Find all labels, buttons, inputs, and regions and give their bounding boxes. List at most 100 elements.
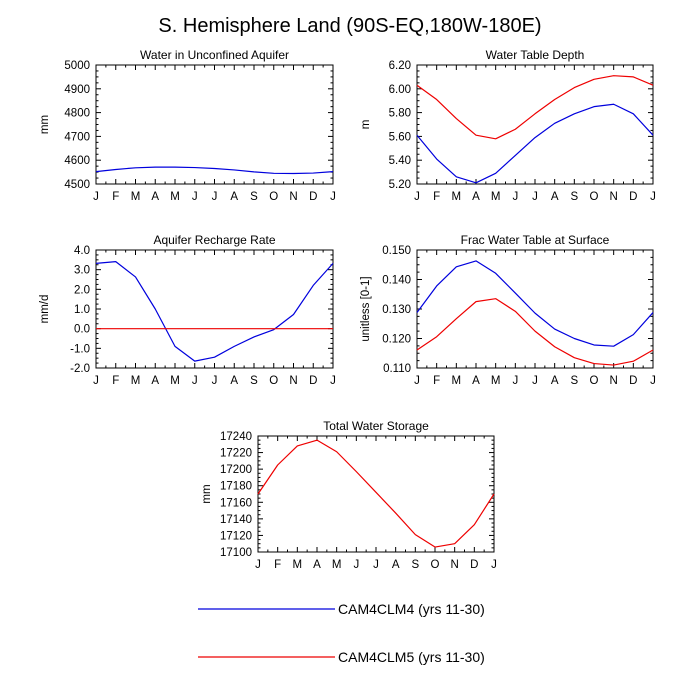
panel-water-in-unconfined-aquifer-xtick-label: S [250,191,258,203]
figure-title: S. Hemisphere Land (90S-EQ,180W-180E) [158,15,541,37]
panel-frac-water-table-at-surface-xtick-label: A [551,375,559,387]
panel-aquifer-recharge-rate-xtick-label: M [131,375,141,387]
panel-total-water-storage-ytick-label: 17100 [220,547,252,559]
panel-total-water-storage-xtick-label: S [411,559,419,571]
panel-total-water-storage-xtick-label: D [470,559,478,571]
panel-water-in-unconfined-aquifer-xtick-label: M [170,191,180,203]
panel-frac-water-table-at-surface-title: Frac Water Table at Surface [461,233,610,247]
panel-frac-water-table-at-surface-xtick-label: D [629,375,637,387]
panel-total-water-storage-xtick-label: N [451,559,459,571]
panel-total-water-storage-xtick-label: A [392,559,400,571]
panel-water-in-unconfined-aquifer-title: Water in Unconfined Aquifer [140,48,289,62]
panel-frac-water-table-at-surface-series-cam4clm5-yrs-11-30 [416,298,654,366]
panel-frac-water-table-at-surface-xtick-label: M [452,375,462,387]
panel-total-water-storage-xtick-label: O [431,559,440,571]
panel-total-water-storage-xtick-label: J [373,559,379,571]
panel-water-in-unconfined-aquifer-xtick-label: N [289,191,297,203]
panel-aquifer-recharge-rate-xtick-label: J [330,375,336,387]
panel-frac-water-table-at-surface-ytick-label: 0.120 [382,334,411,346]
panel-water-table-depth-xtick-label: J [512,191,518,203]
panel-water-in-unconfined-aquifer-series-cam4clm4-yrs-11-30 [95,166,334,175]
panel-aquifer-recharge-rate-ytick-label: 2.0 [74,284,90,296]
panel-water-in-unconfined-aquifer-ytick-label: 4500 [64,179,90,191]
panel-total-water-storage-ytick-label: 17240 [220,431,252,443]
panel-frac-water-table-at-surface-ytick-label: 0.150 [382,245,411,257]
panel-frac-water-table-at-surface-xtick-label: M [491,375,501,387]
panel-total-water-storage-ytick-label: 17200 [220,464,252,476]
panel-aquifer-recharge-rate-xtick-label: J [93,375,99,387]
panel-water-table-depth-ytick-label: 5.80 [389,108,411,120]
panel-frac-water-table-at-surface-xtick-label: J [512,375,518,387]
panel-water-in-unconfined-aquifer-xtick-label: A [151,191,159,203]
panel-aquifer-recharge-rate-xtick-label: O [269,375,278,387]
panel-water-in-unconfined-aquifer-frame [95,64,334,185]
panel-water-in-unconfined-aquifer-xtick-label: J [192,191,198,203]
panel-water-table-depth-xtick-label: O [590,191,599,203]
panel-water-table-depth-xtick-label: N [610,191,618,203]
panel-water-table-depth-series-cam4clm4-yrs-11-30 [416,103,654,184]
panel-frac-water-table-at-surface-ytick-label: 0.130 [382,304,411,316]
panel-total-water-storage-xtick-label: F [274,559,281,571]
panel-water-table-depth-xtick-label: M [491,191,501,203]
panel-water-in-unconfined-aquifer-xtick-label: A [230,191,238,203]
panel-total-water-storage-ytick-label: 17120 [220,530,252,542]
panel-water-table-depth-xtick-label: J [532,191,538,203]
panel-water-in-unconfined-aquifer-xtick-label: D [309,191,317,203]
panel-total-water-storage-xtick-label: J [353,559,359,571]
panel-water-table-depth-series-cam4clm5-yrs-11-30 [416,75,654,140]
panel-frac-water-table-at-surface-xtick-label: F [433,375,440,387]
panel-aquifer-recharge-rate-xtick-label: F [112,375,119,387]
panel-aquifer-recharge-rate-xtick-label: M [170,375,180,387]
panel-water-in-unconfined-aquifer-xtick-label: M [131,191,141,203]
panel-aquifer-recharge-rate-xtick-label: A [151,375,159,387]
panel-water-table-depth-xtick-label: M [452,191,462,203]
panel-total-water-storage-xtick-label: J [491,559,497,571]
legend-label-cam4clm5: CAM4CLM5 (yrs 11-30) [338,649,485,665]
panel-total-water-storage-title: Total Water Storage [323,419,429,433]
panel-aquifer-recharge-rate-xtick-label: A [230,375,238,387]
panel-water-in-unconfined-aquifer-ytick-label: 5000 [64,60,90,72]
panel-water-table-depth-xtick-label: J [650,191,656,203]
panel-water-table-depth-ytick-label: 6.00 [389,84,411,96]
panel-frac-water-table-at-surface-xtick-label: A [472,375,480,387]
panel-aquifer-recharge-rate-xtick-label: N [289,375,297,387]
panel-water-table-depth-ytick-label: 5.60 [389,131,411,143]
panel-water-in-unconfined-aquifer-xtick-label: F [112,191,119,203]
panel-total-water-storage-series-cam4clm5-yrs-11-30 [257,439,495,548]
panel-aquifer-recharge-rate-ytick-label: 3.0 [74,265,90,277]
panel-water-table-depth-frame [416,64,654,185]
panel-water-table-depth-xtick-label: J [414,191,420,203]
legend-label-cam4clm4: CAM4CLM4 (yrs 11-30) [338,601,485,617]
panel-total-water-storage-xtick-label: A [313,559,321,571]
panel-total-water-storage-ytick-label: 17160 [220,497,252,509]
panel-aquifer-recharge-rate-ytick-label: -1.0 [70,343,90,355]
panel-aquifer-recharge-rate-xtick-label: S [250,375,258,387]
panel-water-in-unconfined-aquifer-xtick-label: J [330,191,336,203]
panel-aquifer-recharge-rate-xtick-label: D [309,375,317,387]
panel-water-table-depth-ytick-label: 6.20 [389,60,411,72]
panel-water-in-unconfined-aquifer-ytick-label: 4900 [64,84,90,96]
panel-aquifer-recharge-rate-title: Aquifer Recharge Rate [153,233,275,247]
panel-aquifer-recharge-rate-series-cam4clm4-yrs-11-30 [95,261,334,362]
panel-frac-water-table-at-surface-ytick-label: 0.110 [383,363,411,375]
panel-aquifer-recharge-rate-ylabel: mm/d [39,295,51,324]
panel-total-water-storage-frame [257,435,495,553]
panel-aquifer-recharge-rate-xtick-label: J [192,375,198,387]
panel-water-table-depth-ytick-label: 5.20 [389,179,411,191]
panel-frac-water-table-at-surface-xtick-label: S [570,375,578,387]
panel-water-in-unconfined-aquifer-ytick-label: 4600 [64,155,90,167]
panel-water-table-depth-xtick-label: D [629,191,637,203]
panel-total-water-storage-xtick-label: J [255,559,261,571]
panel-frac-water-table-at-surface-xtick-label: J [532,375,538,387]
panel-frac-water-table-at-surface-xtick-label: O [590,375,599,387]
panel-water-in-unconfined-aquifer-xtick-label: J [212,191,218,203]
panel-total-water-storage-ytick-label: 17140 [220,514,252,526]
panel-water-in-unconfined-aquifer-xtick-label: J [93,191,99,203]
panel-frac-water-table-at-surface-xtick-label: N [610,375,618,387]
